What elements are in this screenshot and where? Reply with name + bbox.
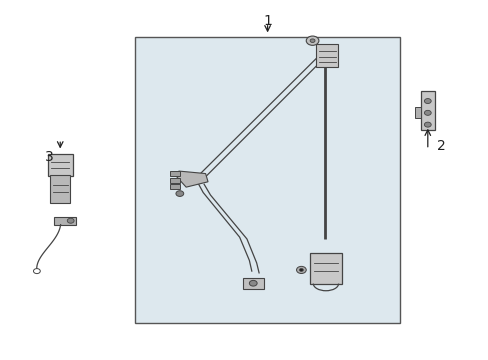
- Circle shape: [249, 280, 257, 286]
- Circle shape: [309, 39, 314, 42]
- Bar: [135, 37, 399, 323]
- Circle shape: [176, 191, 183, 197]
- Circle shape: [299, 269, 303, 271]
- Bar: [170, 184, 180, 189]
- Circle shape: [424, 99, 430, 104]
- Circle shape: [67, 218, 74, 223]
- Bar: [50, 175, 70, 203]
- Bar: [54, 217, 76, 225]
- Bar: [170, 171, 180, 176]
- Circle shape: [305, 36, 318, 45]
- Text: 2: 2: [436, 139, 445, 153]
- Bar: [242, 278, 264, 289]
- Circle shape: [296, 266, 305, 274]
- Bar: [420, 91, 434, 130]
- Bar: [309, 253, 341, 284]
- Text: 1: 1: [263, 14, 272, 28]
- Bar: [414, 107, 420, 118]
- Text: 3: 3: [44, 150, 53, 164]
- Circle shape: [424, 111, 430, 115]
- Bar: [47, 154, 73, 176]
- Circle shape: [33, 269, 40, 274]
- Bar: [170, 178, 180, 183]
- Polygon shape: [176, 171, 207, 187]
- Bar: [316, 44, 338, 67]
- Circle shape: [424, 122, 430, 127]
